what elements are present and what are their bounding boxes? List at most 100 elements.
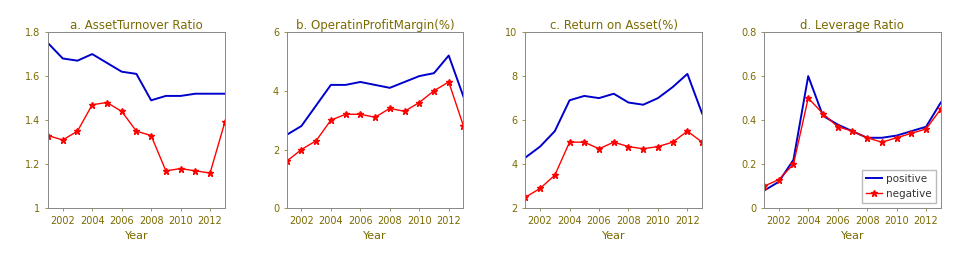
positive bbox=[564, 99, 575, 102]
positive bbox=[608, 92, 619, 95]
positive bbox=[145, 99, 156, 102]
Title: d. Leverage Ratio: d. Leverage Ratio bbox=[801, 19, 904, 32]
positive bbox=[296, 124, 307, 128]
negative bbox=[189, 169, 201, 172]
Line: positive: positive bbox=[764, 76, 941, 191]
positive bbox=[921, 125, 932, 128]
positive bbox=[86, 52, 98, 56]
negative bbox=[458, 124, 469, 128]
negative bbox=[86, 103, 98, 106]
positive bbox=[832, 123, 844, 126]
X-axis label: Year: Year bbox=[841, 231, 864, 241]
positive bbox=[414, 74, 425, 78]
positive bbox=[370, 83, 381, 87]
negative bbox=[131, 129, 142, 133]
positive bbox=[623, 101, 635, 104]
positive bbox=[384, 86, 396, 89]
positive bbox=[803, 74, 814, 78]
X-axis label: Year: Year bbox=[363, 231, 387, 241]
positive bbox=[682, 72, 693, 76]
Title: b. OperatinProfitMargin(%): b. OperatinProfitMargin(%) bbox=[296, 19, 454, 32]
positive bbox=[817, 114, 828, 117]
negative bbox=[667, 140, 679, 144]
negative bbox=[623, 145, 635, 148]
positive bbox=[935, 101, 947, 104]
positive bbox=[758, 189, 770, 192]
positive bbox=[593, 97, 605, 100]
negative bbox=[773, 178, 784, 181]
negative bbox=[861, 136, 873, 139]
positive bbox=[175, 94, 186, 97]
positive bbox=[458, 95, 469, 98]
X-axis label: Year: Year bbox=[125, 231, 148, 241]
negative bbox=[414, 101, 425, 104]
negative bbox=[116, 110, 128, 113]
negative bbox=[905, 132, 917, 135]
negative bbox=[384, 107, 396, 110]
negative bbox=[564, 140, 575, 144]
negative bbox=[72, 129, 84, 133]
negative bbox=[296, 148, 307, 151]
Legend: positive, negative: positive, negative bbox=[862, 170, 936, 203]
positive bbox=[428, 72, 440, 75]
negative bbox=[160, 169, 172, 172]
positive bbox=[116, 70, 128, 73]
negative bbox=[758, 185, 770, 188]
positive bbox=[519, 156, 531, 159]
negative bbox=[608, 140, 619, 144]
negative bbox=[803, 97, 814, 100]
positive bbox=[773, 180, 784, 183]
positive bbox=[891, 134, 902, 137]
negative bbox=[935, 108, 947, 111]
Title: c. Return on Asset(%): c. Return on Asset(%) bbox=[550, 19, 678, 32]
Title: a. AssetTurnover Ratio: a. AssetTurnover Ratio bbox=[70, 19, 203, 32]
negative bbox=[549, 174, 561, 177]
positive bbox=[861, 136, 873, 139]
negative bbox=[891, 136, 902, 139]
negative bbox=[57, 138, 68, 142]
positive bbox=[204, 92, 216, 95]
negative bbox=[219, 121, 230, 124]
positive bbox=[905, 129, 917, 133]
negative bbox=[428, 89, 440, 92]
negative bbox=[637, 147, 649, 150]
positive bbox=[131, 72, 142, 76]
negative bbox=[370, 116, 381, 119]
negative bbox=[145, 134, 156, 137]
Line: positive: positive bbox=[525, 74, 702, 158]
positive bbox=[101, 61, 112, 64]
negative bbox=[876, 140, 888, 144]
negative bbox=[325, 119, 337, 122]
positive bbox=[219, 92, 230, 95]
positive bbox=[696, 112, 708, 115]
negative bbox=[281, 160, 293, 163]
positive bbox=[788, 158, 800, 161]
positive bbox=[310, 104, 322, 107]
positive bbox=[281, 133, 293, 136]
positive bbox=[667, 85, 679, 89]
positive bbox=[535, 145, 546, 148]
positive bbox=[443, 54, 454, 57]
negative bbox=[354, 113, 366, 116]
Line: negative: negative bbox=[761, 95, 944, 189]
negative bbox=[652, 145, 663, 148]
negative bbox=[696, 140, 708, 144]
negative bbox=[519, 196, 531, 199]
X-axis label: Year: Year bbox=[602, 231, 626, 241]
positive bbox=[847, 129, 858, 133]
negative bbox=[175, 167, 186, 170]
negative bbox=[42, 134, 54, 137]
positive bbox=[189, 92, 201, 95]
positive bbox=[72, 59, 84, 62]
negative bbox=[817, 112, 828, 115]
negative bbox=[535, 187, 546, 190]
negative bbox=[847, 129, 858, 133]
positive bbox=[340, 83, 351, 87]
negative bbox=[443, 80, 454, 84]
negative bbox=[832, 125, 844, 128]
negative bbox=[398, 110, 410, 113]
Line: negative: negative bbox=[522, 128, 706, 200]
negative bbox=[593, 147, 605, 150]
negative bbox=[310, 139, 322, 142]
positive bbox=[325, 83, 337, 87]
